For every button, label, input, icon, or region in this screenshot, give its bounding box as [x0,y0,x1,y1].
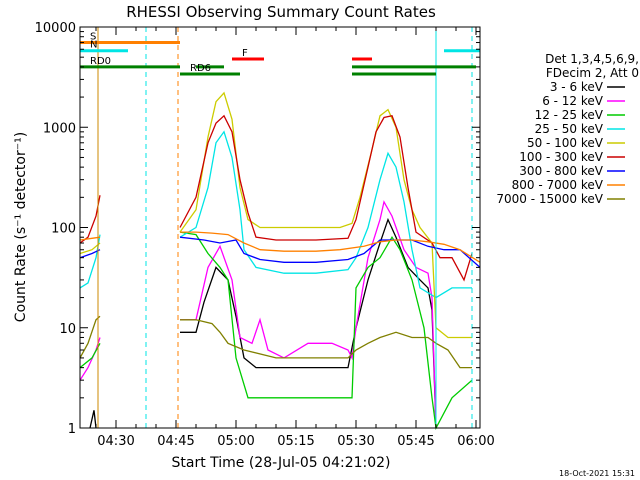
series-100-300-kev-segment-0 [79,195,101,244]
legend-label-12-25-kev: 12 - 25 keV [535,108,604,122]
series-50-100-kev-segment-0 [79,242,101,255]
series-800-7000-kev-segment-0 [79,236,101,241]
legend-label-300-800-kev: 300 - 800 keV [519,164,603,178]
legend-label-3-6-kev: 3 - 6 keV [550,80,604,94]
series-12-25-kev-segment-1 [179,231,473,431]
flag-rd6-label: RD6 [190,63,211,74]
series-12-25-kev-segment-0 [79,342,101,369]
y-tick-label: 10000 [35,21,76,36]
flag-n-label: N [90,40,97,51]
series-layer [79,91,481,431]
legend-header-line-0: Det 1,3,4,5,6,9, [545,52,639,66]
x-tick-label: 04:30 [97,434,134,449]
x-tick-label: 06:00 [457,434,494,449]
x-tick-label: 05:30 [337,434,374,449]
series-300-800-kev-segment-1 [179,236,481,268]
flag-f-label: F [242,48,248,59]
legend-label-7000-15000-kev: 7000 - 15000 keV [496,192,603,206]
series-3-6-kev-segment-0 [89,410,97,429]
flag-rd0-label: RD0 [90,56,111,67]
x-tick-label: 04:45 [157,434,194,449]
y-tick-label: 1000 [43,121,76,136]
legend-header-line-1: FDecim 2, Att 0 [546,66,639,80]
legend-label-800-7000-kev: 800 - 7000 keV [512,178,604,192]
series-300-800-kev-segment-0 [79,249,101,259]
x-axis: 04:30 04:45 05:00 05:15 05:30 05:45 06:00 [95,27,495,449]
flag-s-label: S [90,32,96,43]
series-25-50-kev-segment-1 [179,130,472,299]
legend: Det 1,3,4,5,6,9,FDecim 2, Att 03 - 6 keV… [496,52,639,206]
x-tick-label: 05:45 [397,434,434,449]
flag-bar-layer: SN F RD0 RD6 [80,32,480,76]
series-50-100-kev-segment-1 [179,91,472,339]
y-tick-label: 10 [59,322,76,337]
x-tick-label: 05:00 [217,434,254,449]
legend-label-25-50-kev: 25 - 50 keV [535,122,604,136]
series-800-7000-kev-segment-1 [180,231,481,263]
chart-title: RHESSI Observing Summary Count Rates [126,3,436,21]
legend-label-50-100-kev: 50 - 100 keV [527,136,604,150]
series-3-6-kev-segment-1 [180,217,437,429]
y-axis-label: Count Rate (s⁻¹ detector⁻¹) [13,132,29,322]
y-tick-label: 100 [51,222,76,237]
y-tick-label: 1 [68,422,76,437]
series-6-12-kev-segment-1 [180,200,437,429]
render-timestamp: 18-Oct-2021 15:31 [559,469,635,478]
legend-label-100-300-kev: 100 - 300 keV [519,150,603,164]
y-axis: 1 10 100 1000 10000 [35,21,480,437]
legend-label-6-12-kev: 6 - 12 keV [542,94,604,108]
x-tick-label: 05:15 [277,434,314,449]
x-axis-label: Start Time (28-Jul-05 04:21:02) [171,455,390,471]
